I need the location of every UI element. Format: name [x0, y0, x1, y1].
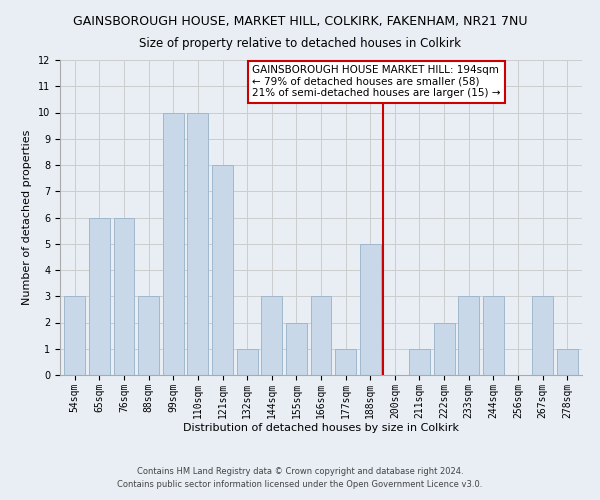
X-axis label: Distribution of detached houses by size in Colkirk: Distribution of detached houses by size …: [183, 424, 459, 434]
Text: Size of property relative to detached houses in Colkirk: Size of property relative to detached ho…: [139, 38, 461, 51]
Bar: [163, 112, 184, 375]
Bar: [138, 296, 159, 375]
Bar: [532, 296, 553, 375]
Bar: [557, 349, 578, 375]
Bar: [212, 165, 233, 375]
Bar: [64, 296, 85, 375]
Bar: [360, 244, 381, 375]
Bar: [409, 349, 430, 375]
Bar: [483, 296, 504, 375]
Bar: [261, 296, 282, 375]
Bar: [187, 112, 208, 375]
Text: GAINSBOROUGH HOUSE MARKET HILL: 194sqm
← 79% of detached houses are smaller (58): GAINSBOROUGH HOUSE MARKET HILL: 194sqm ←…: [252, 65, 500, 98]
Bar: [89, 218, 110, 375]
Bar: [335, 349, 356, 375]
Bar: [286, 322, 307, 375]
Y-axis label: Number of detached properties: Number of detached properties: [22, 130, 32, 305]
Bar: [236, 349, 257, 375]
Bar: [113, 218, 134, 375]
Bar: [434, 322, 455, 375]
Text: GAINSBOROUGH HOUSE, MARKET HILL, COLKIRK, FAKENHAM, NR21 7NU: GAINSBOROUGH HOUSE, MARKET HILL, COLKIRK…: [73, 15, 527, 28]
Text: Contains HM Land Registry data © Crown copyright and database right 2024.: Contains HM Land Registry data © Crown c…: [137, 467, 463, 476]
Bar: [311, 296, 331, 375]
Text: Contains public sector information licensed under the Open Government Licence v3: Contains public sector information licen…: [118, 480, 482, 489]
Bar: [458, 296, 479, 375]
